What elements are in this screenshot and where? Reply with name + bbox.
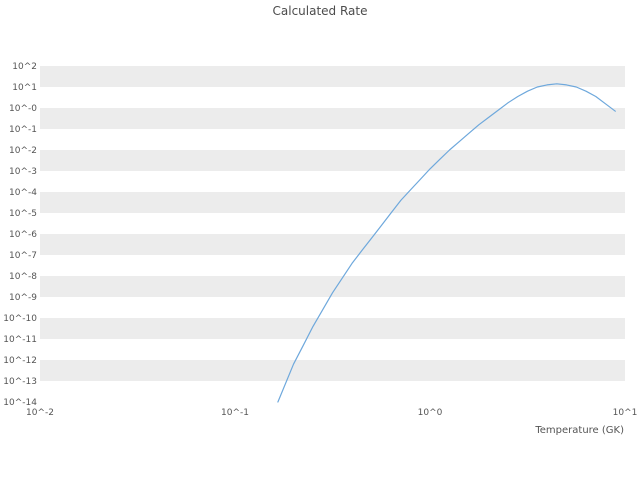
y-tick-label: 10^-3	[9, 167, 37, 177]
y-tick-label: 10^-6	[9, 230, 37, 240]
y-tick-label: 10^1	[12, 83, 37, 93]
y-tick-label: 10^-10	[3, 314, 37, 324]
y-tick-label: 10^-8	[9, 272, 37, 282]
calculated-rate-line	[277, 83, 616, 403]
y-tick-label: 10^-12	[3, 356, 37, 366]
y-tick-label: 10^-11	[3, 335, 37, 345]
x-tick-label: 10^-2	[26, 408, 54, 418]
x-axis-title: Temperature (GK)	[535, 425, 624, 436]
y-tick-label: 10^-7	[9, 251, 37, 261]
decade-band	[40, 66, 625, 87]
y-tick-label: 10^-2	[9, 146, 37, 156]
x-tick-label: 10^-1	[221, 408, 249, 418]
background-bands	[40, 66, 625, 381]
y-tick-label: 10^-5	[9, 209, 37, 219]
y-tick-label: 10^-1	[9, 125, 37, 135]
decade-band	[40, 108, 625, 129]
decade-band	[40, 150, 625, 171]
decade-band	[40, 360, 625, 381]
x-tick-label: 10^1	[613, 408, 638, 418]
decade-band	[40, 234, 625, 255]
y-tick-label: 10^2	[12, 62, 37, 72]
y-tick-label: 10^-0	[9, 104, 37, 114]
decade-band	[40, 192, 625, 213]
rate-curve	[277, 83, 616, 403]
decade-band	[40, 318, 625, 339]
x-axis-tick-labels: 10^-2 10^-1 10^0 10^1	[26, 408, 637, 418]
y-axis-tick-labels: 10^2 10^1 10^-0 10^-1 10^-2 10^-3 10^-4 10^-5 10…	[3, 62, 37, 408]
y-tick-label: 10^-4	[9, 188, 37, 198]
x-tick-label: 10^0	[418, 408, 443, 418]
y-tick-label: 10^-14	[3, 398, 37, 408]
y-tick-label: 10^-13	[3, 377, 37, 387]
decade-band	[40, 276, 625, 297]
y-tick-label: 10^-9	[9, 293, 37, 303]
chart-title: Calculated Rate	[272, 4, 368, 18]
